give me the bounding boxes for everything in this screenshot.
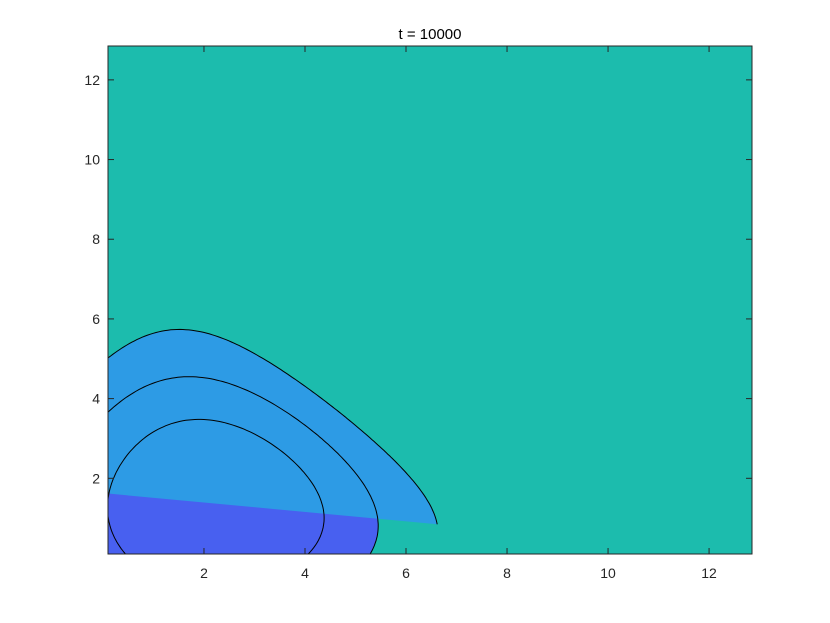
y-tick-label: 6 (92, 311, 100, 327)
y-tick-label: 2 (92, 470, 100, 486)
contour-level-m1-e2-line (108, 376, 379, 554)
contour-level-m0p45-e2-line (108, 328, 438, 525)
x-tick-label: 2 (200, 565, 208, 581)
contour-level-m1p5-e2-line (108, 418, 325, 554)
plot-area (108, 0, 752, 554)
axes-box (107, 45, 753, 555)
contour-level-m1p5-e4-fill (307, 0, 324, 24)
y-tick-label: 10 (84, 152, 100, 168)
x-tick-label: 10 (600, 565, 616, 581)
x-tick-label: 8 (503, 565, 511, 581)
contour-level-m0p45-e4-fill (410, 0, 439, 24)
y-tick-label: 12 (84, 72, 100, 88)
contour-level-m1-e4-fill (359, 0, 379, 24)
x-tick-label: 12 (701, 565, 717, 581)
contour-level-m1p5-e4-line (307, 0, 324, 24)
contour-level-m1-e4-line (359, 0, 379, 24)
y-axis: 2 4 6 8 10 12 (84, 72, 752, 486)
chart-title: t = 10000 (399, 26, 462, 43)
x-axis: 2 4 6 8 10 12 (200, 46, 717, 581)
x-tick-label: 6 (402, 565, 410, 581)
contour-lines (108, 0, 439, 554)
contour-level-m0p45-e2-fill (108, 329, 438, 525)
y-tick-label: 4 (92, 391, 100, 407)
x-tick-label: 4 (301, 565, 309, 581)
contour-fills (108, 0, 439, 554)
contour-level-m0p45-e4-line (410, 0, 439, 24)
y-tick-label: 8 (92, 231, 100, 247)
